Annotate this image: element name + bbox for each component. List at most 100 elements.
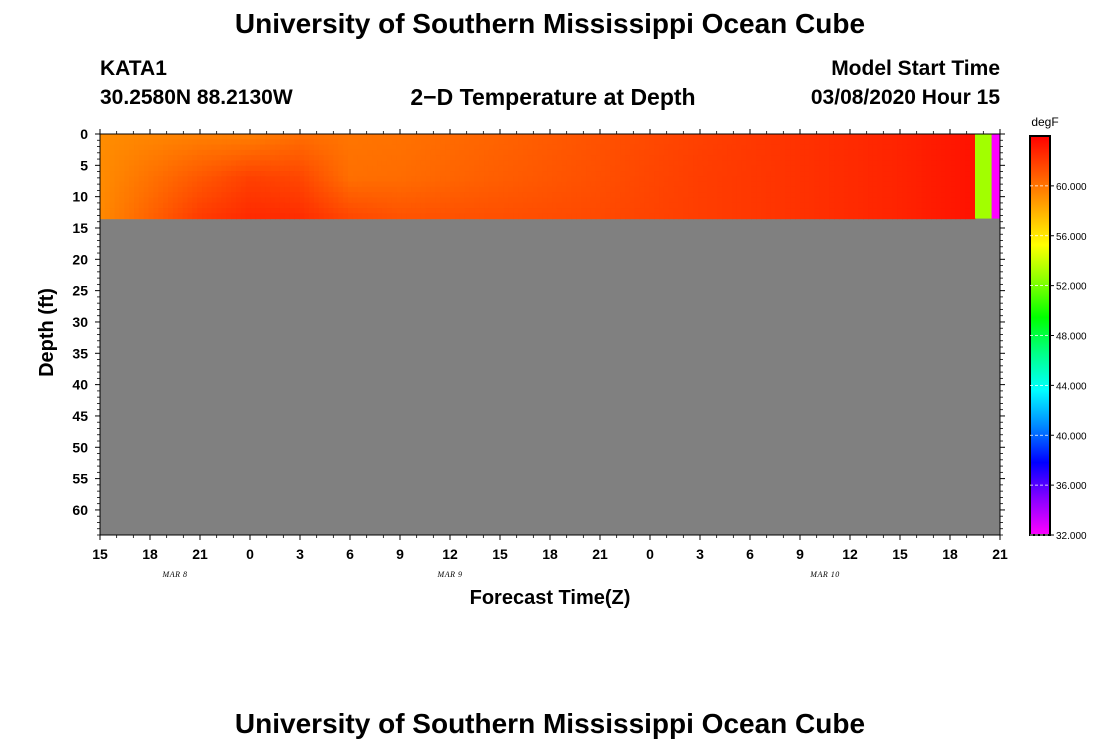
model-start-value: 03/08/2020 Hour 15 (810, 86, 1000, 109)
heatmap-cell (114, 176, 121, 183)
heatmap-cell (751, 139, 757, 146)
heatmap-cell (547, 192, 553, 199)
heatmap-cell (109, 165, 116, 172)
heatmap-cell (892, 149, 898, 156)
heatmap-cell (143, 139, 150, 146)
heatmap-cell (415, 165, 422, 172)
heatmap-cell (362, 171, 368, 177)
heatmap-cell (284, 186, 291, 193)
heatmap-cell (503, 160, 509, 167)
heatmap-cell (265, 160, 271, 167)
heatmap-cell (464, 186, 471, 193)
heatmap-cell (634, 208, 641, 214)
heatmap-cell (882, 197, 889, 204)
heatmap-cell (814, 160, 821, 167)
heatmap-cell (163, 186, 169, 193)
heatmap-cell (882, 160, 889, 167)
heatmap-cell (270, 160, 276, 167)
heatmap-cell (693, 171, 699, 177)
heatmap-cell (858, 197, 864, 204)
heatmap-cell (313, 197, 320, 204)
heatmap-cell (474, 139, 480, 146)
heatmap-cell (955, 171, 962, 177)
heatmap-cell (362, 192, 368, 199)
heatmap-cell (192, 139, 198, 146)
heatmap-cell (488, 176, 495, 183)
heatmap-cell (367, 192, 373, 199)
heatmap-cell (343, 208, 349, 214)
heatmap-cell (761, 144, 767, 151)
heatmap-cell (868, 165, 874, 172)
heatmap-cell (148, 144, 155, 151)
heatmap-cell (911, 144, 918, 151)
heatmap-cell (921, 171, 927, 177)
heatmap-cell (790, 134, 796, 140)
heatmap-cell (435, 149, 441, 156)
heatmap-cell (221, 171, 227, 177)
heatmap-cell (950, 202, 957, 209)
heatmap-cell (892, 165, 898, 172)
heatmap-cell (620, 165, 626, 172)
heatmap-cell (824, 176, 830, 183)
heatmap-cell (396, 186, 402, 193)
heatmap-cell (119, 134, 125, 140)
heatmap-cell (527, 181, 534, 188)
heatmap-cell (746, 155, 752, 162)
heatmap-cell (906, 202, 913, 209)
heatmap-cell (231, 176, 237, 183)
heatmap-cell (892, 202, 898, 209)
heatmap-cell (445, 176, 451, 183)
heatmap-cell (727, 149, 733, 156)
heatmap-cell (663, 181, 670, 188)
heatmap-cell (343, 181, 349, 188)
heatmap-cell (508, 139, 514, 146)
heatmap-cell (221, 155, 227, 162)
heatmap-cell (756, 208, 762, 214)
heatmap-cell (440, 208, 446, 214)
heatmap-cell (610, 134, 616, 140)
heatmap-cell (323, 149, 330, 156)
heatmap-cell (678, 165, 684, 172)
heatmap-cell (464, 171, 471, 177)
heatmap-cell (819, 197, 825, 204)
heatmap-cell (683, 192, 689, 199)
heatmap-cell (362, 186, 368, 193)
heatmap-cell (683, 149, 689, 156)
heatmap-cell (756, 160, 762, 167)
heatmap-cell (401, 208, 407, 214)
heatmap-cell (522, 197, 529, 204)
heatmap-cell (795, 171, 801, 177)
heatmap-cell (445, 139, 451, 146)
heatmap-cell (197, 202, 203, 209)
heatmap-cell (892, 213, 898, 220)
heatmap-cell (887, 149, 893, 156)
x-tick-label: 15 (492, 546, 508, 562)
heatmap-cell (731, 192, 738, 199)
heatmap-cell (454, 149, 461, 156)
heatmap-cell (590, 134, 597, 140)
heatmap-cell (129, 213, 135, 220)
heatmap-cell (138, 197, 145, 204)
heatmap-cell (313, 149, 320, 156)
heatmap-cell (177, 176, 184, 183)
heatmap-cell (955, 155, 962, 162)
heatmap-cell (800, 176, 806, 183)
heatmap-cell (809, 160, 816, 167)
heatmap-cell (756, 197, 762, 204)
heatmap-cell (727, 208, 733, 214)
heatmap-cell (848, 171, 855, 177)
heatmap-cell (843, 134, 850, 140)
heatmap-cell (347, 197, 354, 204)
heatmap-cell (683, 165, 689, 172)
heatmap-cell (119, 192, 125, 199)
heatmap-cell (955, 202, 962, 209)
heatmap-cell (848, 213, 855, 220)
heatmap-cell (168, 160, 174, 167)
heatmap-cell (688, 155, 694, 162)
heatmap-cell (829, 134, 835, 140)
heatmap-cell (420, 149, 427, 156)
heatmap-cell (420, 171, 427, 177)
heatmap-cell (114, 197, 121, 204)
heatmap-cell (401, 186, 407, 193)
heatmap-cell (649, 202, 655, 209)
